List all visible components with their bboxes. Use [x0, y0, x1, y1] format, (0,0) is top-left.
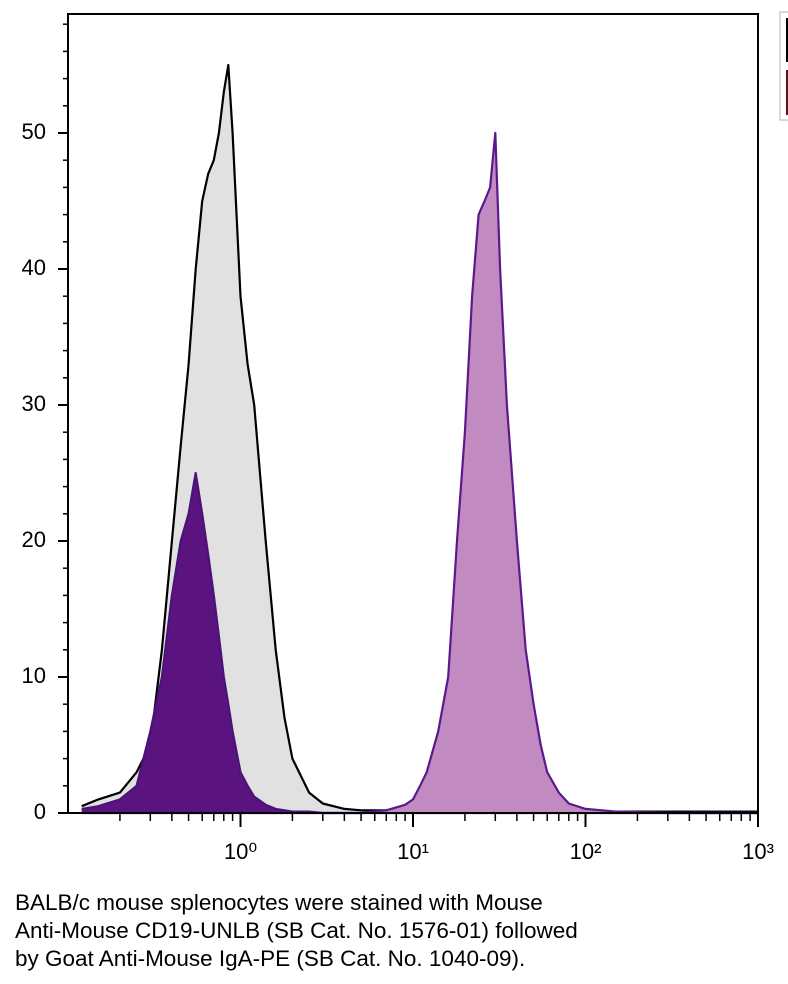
y-tick-label: 40: [22, 255, 46, 280]
y-tick-label: 0: [34, 799, 46, 824]
x-tick-label: 10⁰: [224, 839, 257, 864]
x-tick-label: 10³: [742, 839, 774, 864]
area-fill: [81, 65, 758, 813]
x-tick-label: 10¹: [397, 839, 429, 864]
y-tick-label: 30: [22, 391, 46, 416]
caption-line: Anti-Mouse CD19-UNLB (SB Cat. No. 1576-0…: [15, 918, 578, 943]
y-tick-label: 20: [22, 527, 46, 552]
legend-box: [779, 11, 788, 121]
y-tick-label: 10: [22, 663, 46, 688]
y-tick-label: 50: [22, 119, 46, 144]
caption-line: by Goat Anti-Mouse IgA-PE (SB Cat. No. 1…: [15, 946, 525, 971]
area-fill: [81, 473, 758, 813]
x-tick-label: 10²: [570, 839, 602, 864]
caption-line: BALB/c mouse splenocytes were stained wi…: [15, 890, 543, 915]
